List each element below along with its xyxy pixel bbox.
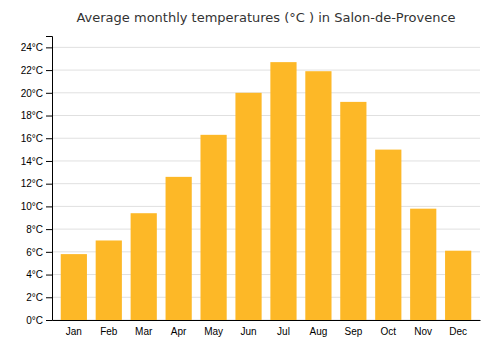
x-tick-label: Oct — [381, 326, 397, 337]
y-tick-mark — [46, 70, 52, 71]
y-tick-mark — [46, 275, 52, 276]
y-tick-label: 6°C — [26, 247, 43, 258]
y-tick-mark — [46, 138, 52, 139]
x-tick-label: Aug — [310, 326, 328, 337]
x-tick: Jul — [277, 326, 290, 337]
x-tick: May — [204, 326, 223, 337]
x-tick: Feb — [100, 326, 118, 337]
x-tick: Mar — [135, 326, 153, 337]
bar — [166, 177, 192, 320]
y-tick-mark — [46, 229, 52, 230]
y-tick-mark — [46, 161, 52, 162]
y-tick-label: 10°C — [21, 201, 43, 212]
title: Average monthly temperatures (°C ) in Sa… — [76, 10, 455, 25]
bar — [131, 213, 157, 320]
x-tick-label: Jul — [277, 326, 290, 337]
y-tick-mark — [46, 184, 52, 185]
x-tick-label: Sep — [344, 326, 362, 337]
x-tick: Oct — [381, 326, 397, 337]
x-axis: Jan Feb Mar Apr May Jun Jul Aug Sep Oct Nov Dec — [53, 321, 481, 338]
chart: 0°C 2°C 4°C 6°C 8°C 10°C 12°C 14°C 16°C 18°C 20°C 2… — [0, 0, 500, 350]
y-tick: 20°C — [21, 88, 52, 99]
bar — [375, 150, 401, 320]
bar — [410, 209, 436, 320]
y-axis-line — [46, 37, 53, 321]
x-tick-label: Jun — [240, 326, 256, 337]
y-tick-mark — [46, 93, 52, 94]
y-tick-mark — [46, 47, 52, 48]
bar — [305, 71, 331, 320]
y-tick: 12°C — [21, 178, 52, 189]
x-tick-label: Jan — [66, 326, 82, 337]
y-tick: 16°C — [21, 133, 52, 144]
bar — [96, 240, 122, 320]
y-tick: 6°C — [26, 247, 52, 258]
y-tick: 2°C — [26, 292, 52, 303]
x-tick: Jan — [66, 326, 82, 337]
x-axis-line — [53, 320, 481, 321]
grid-line — [52, 160, 480, 161]
x-tick-label: Nov — [414, 326, 432, 337]
y-tick: 18°C — [21, 110, 52, 121]
y-tick-label: 20°C — [21, 88, 43, 99]
y-tick-label: 12°C — [21, 178, 43, 189]
y-tick-label: 0°C — [26, 315, 43, 326]
y-tick: 0°C — [26, 315, 52, 326]
grid-line — [52, 92, 480, 93]
y-tick: 14°C — [21, 156, 52, 167]
grid-line — [52, 70, 480, 71]
x-tick: Jun — [240, 326, 256, 337]
x-tick-label: Mar — [135, 326, 153, 337]
bar — [340, 102, 366, 320]
y-tick: 22°C — [21, 65, 52, 76]
y-tick-label: 4°C — [26, 269, 43, 280]
x-tick-label: May — [204, 326, 223, 337]
y-tick-label: 18°C — [21, 110, 43, 121]
bar — [445, 251, 471, 320]
grid-line — [52, 206, 480, 207]
grid-line — [52, 138, 480, 139]
bars — [61, 62, 472, 320]
x-tick-label: Feb — [100, 326, 118, 337]
y-tick-mark — [46, 297, 52, 298]
y-tick-mark — [46, 320, 52, 321]
grid — [52, 47, 480, 320]
y-tick-mark — [46, 252, 52, 253]
y-tick: 4°C — [26, 269, 52, 280]
y-tick-label: 8°C — [26, 224, 43, 235]
y-tick-label: 16°C — [21, 133, 43, 144]
grid-line — [52, 183, 480, 184]
x-tick: Nov — [414, 326, 432, 337]
y-tick: 24°C — [21, 42, 52, 53]
bar — [61, 254, 87, 320]
y-tick-label: 24°C — [21, 42, 43, 53]
x-tick: Apr — [171, 326, 187, 337]
bar — [200, 135, 226, 320]
x-tick: Aug — [310, 326, 328, 337]
grid-line — [52, 47, 480, 48]
x-tick: Sep — [344, 326, 362, 337]
y-tick-mark — [46, 206, 52, 207]
plot: 0°C 2°C 4°C 6°C 8°C 10°C 12°C 14°C 16°C 18°C 20°C 2… — [21, 37, 481, 338]
y-tick-label: 14°C — [21, 156, 43, 167]
y-axis: 0°C 2°C 4°C 6°C 8°C 10°C 12°C 14°C 16°C 18°C 20°C 2… — [21, 37, 53, 326]
y-tick: 8°C — [26, 224, 52, 235]
bar — [235, 93, 261, 320]
x-tick: Dec — [449, 326, 467, 337]
x-tick-label: Apr — [171, 326, 187, 337]
y-tick-label: 2°C — [26, 292, 43, 303]
x-tick-label: Dec — [449, 326, 467, 337]
grid-line — [52, 115, 480, 116]
bar — [270, 62, 296, 320]
y-tick: 10°C — [21, 201, 52, 212]
y-tick-mark — [46, 116, 52, 117]
y-tick-label: 22°C — [21, 65, 43, 76]
